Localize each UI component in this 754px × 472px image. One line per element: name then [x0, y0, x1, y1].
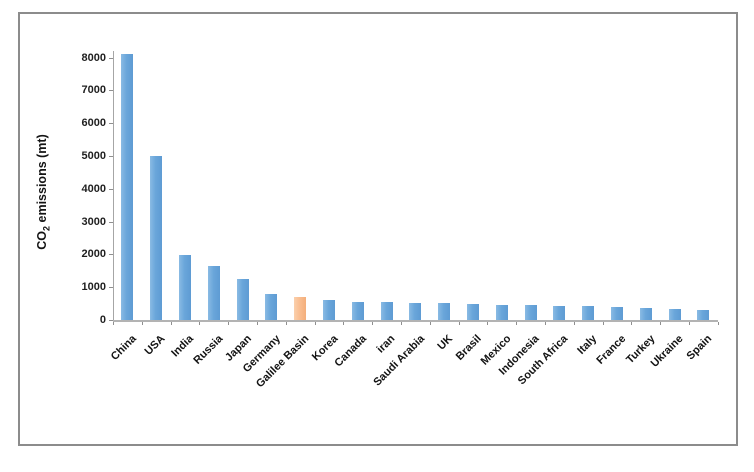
- bar: [323, 300, 335, 320]
- bar: [207, 265, 220, 320]
- y-tick-label: 2000: [81, 248, 106, 261]
- bar: [121, 54, 134, 320]
- bar: [668, 309, 681, 320]
- y-tick-label: 3000: [81, 215, 106, 228]
- x-axis-tick: [516, 322, 518, 325]
- bar: [351, 301, 364, 320]
- x-axis-tick: [401, 322, 402, 325]
- y-tick-label: 0: [99, 314, 106, 326]
- x-axis-tick: [458, 322, 460, 325]
- bar: [495, 304, 508, 320]
- y-tick-label: 6000: [81, 117, 106, 130]
- y-axis-tick: [109, 123, 113, 125]
- x-axis-tick: [429, 322, 431, 325]
- y-axis-tick: [109, 57, 113, 59]
- x-axis-tick: [314, 322, 316, 325]
- bar: [236, 279, 249, 320]
- x-axis-tick: [199, 322, 201, 325]
- plot-area: CO2 emissions (mt) 0 1000 2000 3000 4000 5000…: [20, 14, 736, 444]
- y-axis-tick: [109, 188, 113, 190]
- x-axis-tick: [257, 322, 258, 325]
- x-axis-tick: [170, 322, 172, 325]
- bar: [150, 156, 163, 320]
- y-axis-title-suffix: emissions (mt): [34, 134, 49, 226]
- x-axis-tick: [602, 322, 604, 325]
- y-axis-tick: [109, 254, 113, 256]
- bar: [409, 302, 422, 320]
- y-axis-tick: [109, 156, 113, 157]
- chart-frame: CO2 emissions (mt) 0 1000 2000 3000 4000 5000…: [18, 12, 738, 446]
- y-tick-label: 8000: [81, 51, 106, 64]
- y-axis-line: [113, 51, 114, 320]
- x-axis-line: [113, 320, 718, 322]
- bar: [524, 304, 537, 320]
- y-axis-tick: [109, 221, 113, 223]
- y-tick-label: 4000: [81, 182, 106, 195]
- y-tick-label: 5000: [81, 150, 106, 162]
- y-axis-tick: [109, 287, 113, 289]
- bar: [438, 303, 451, 320]
- bar: [553, 305, 566, 320]
- x-axis-tick: [717, 322, 719, 325]
- y-axis-title: CO2 emissions (mt): [35, 134, 52, 249]
- bar: [697, 309, 710, 320]
- x-tick-label: Spain: [520, 327, 715, 363]
- x-axis-tick: [343, 322, 345, 325]
- x-axis-tick: [487, 322, 489, 325]
- y-axis-title-subscript: 2: [41, 225, 52, 231]
- x-axis-tick: [113, 322, 114, 325]
- highlighted-bar: [294, 296, 307, 320]
- x-axis-tick: [372, 322, 374, 325]
- bar: [582, 306, 595, 320]
- y-axis-tick: [109, 90, 113, 92]
- x-axis-tick: [141, 322, 143, 325]
- y-tick-label: 1000: [81, 281, 106, 294]
- x-axis-tick: [631, 322, 633, 325]
- x-axis-tick: [689, 322, 690, 325]
- bar: [179, 255, 191, 320]
- x-axis-tick: [545, 322, 546, 325]
- bar: [380, 302, 393, 320]
- x-tick-label-text: Spain: [684, 332, 715, 363]
- bar: [639, 308, 652, 320]
- bar: [265, 293, 278, 320]
- bar: [467, 303, 479, 320]
- x-axis-tick: [228, 322, 230, 325]
- y-tick-label: 7000: [81, 84, 106, 97]
- x-axis-tick: [285, 322, 287, 325]
- y-axis-tick: [109, 320, 113, 321]
- bar: [611, 306, 623, 320]
- x-axis-tick: [573, 322, 575, 325]
- x-axis-tick: [660, 322, 662, 325]
- y-axis-title-prefix: CO: [34, 230, 49, 250]
